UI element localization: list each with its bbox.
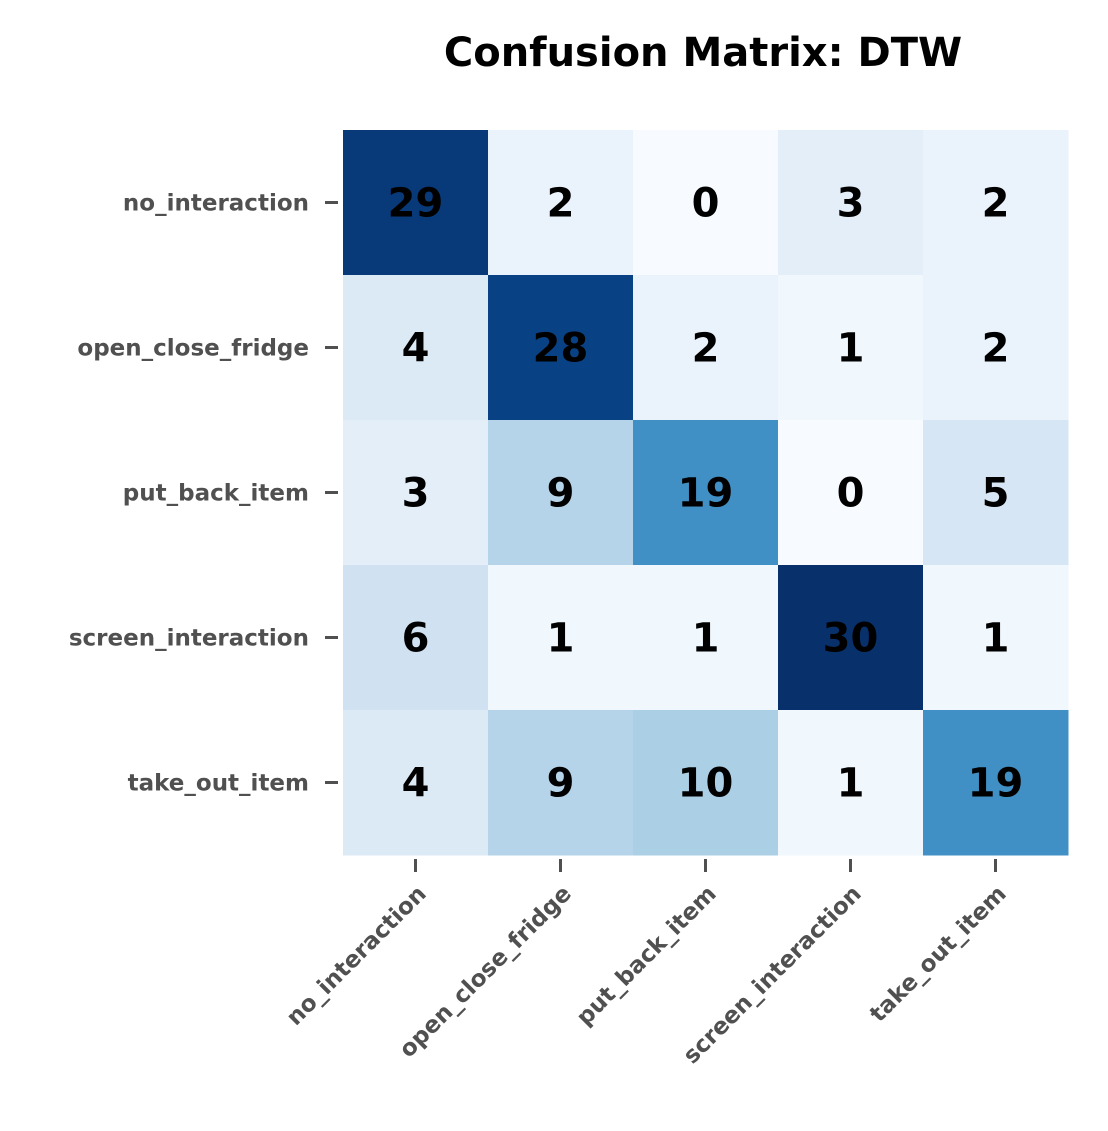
cell-value-label: 9 bbox=[547, 761, 575, 807]
cell-value-label: 6 bbox=[402, 616, 430, 662]
heatmap-cell bbox=[633, 565, 779, 711]
heatmap-cell bbox=[778, 130, 924, 276]
heatmap-cell bbox=[343, 710, 489, 856]
x-tick-label: put_back_item bbox=[572, 881, 722, 1031]
cell-value-label: 30 bbox=[823, 616, 879, 662]
heatmap-cell bbox=[343, 565, 489, 711]
heatmap-cell bbox=[343, 275, 489, 421]
cell-value-label: 3 bbox=[837, 181, 865, 227]
cell-value-label: 3 bbox=[402, 471, 430, 517]
heatmap-cell bbox=[923, 565, 1069, 711]
heatmap-cell bbox=[488, 130, 634, 276]
cell-value-label: 1 bbox=[547, 616, 575, 662]
cell-value-label: 1 bbox=[692, 616, 720, 662]
x-tick-label: no_interaction bbox=[282, 881, 432, 1031]
heatmap-cell bbox=[633, 420, 779, 566]
x-tick-label: take_out_item bbox=[865, 881, 1012, 1028]
y-tick-label: screen_interaction bbox=[69, 626, 309, 652]
heatmap-cell bbox=[488, 275, 634, 421]
heatmap-cell bbox=[633, 275, 779, 421]
chart-title: Confusion Matrix: DTW bbox=[444, 30, 962, 76]
cell-value-label: 1 bbox=[837, 326, 865, 372]
cell-value-label: 2 bbox=[982, 326, 1010, 372]
heatmap-cell bbox=[488, 565, 634, 711]
cell-value-label: 0 bbox=[837, 471, 865, 517]
cell-value-label: 5 bbox=[982, 471, 1010, 517]
cell-value-label: 19 bbox=[968, 761, 1024, 807]
y-tick-label: take_out_item bbox=[128, 771, 309, 797]
cell-value-label: 4 bbox=[402, 326, 430, 372]
y-tick-label: put_back_item bbox=[123, 481, 309, 507]
x-axis: no_interactionopen_close_fridgeput_back_… bbox=[282, 859, 1012, 1069]
heatmap-plot-area: 29 2 0 3 2 4 28 2 1 2 3 9 19 0 5 6 1 1 30 1 4 9 10 1 19 bbox=[343, 130, 1069, 856]
y-axis: no_interaction open_close_fridge put_back_… bbox=[69, 191, 338, 797]
heatmap-cell bbox=[778, 710, 924, 856]
cell-value-label: 1 bbox=[837, 761, 865, 807]
cell-value-label: 9 bbox=[547, 471, 575, 517]
heatmap-cell bbox=[923, 275, 1069, 421]
heatmap-cell bbox=[778, 565, 924, 711]
heatmap-cell bbox=[923, 130, 1069, 276]
cell-value-label: 28 bbox=[533, 326, 589, 372]
heatmap-cell bbox=[923, 420, 1069, 566]
cell-value-label: 1 bbox=[982, 616, 1010, 662]
cell-value-label: 10 bbox=[678, 761, 734, 807]
cell-value-label: 0 bbox=[692, 181, 720, 227]
cell-value-label: 4 bbox=[402, 761, 430, 807]
heatmap-cell bbox=[778, 420, 924, 566]
heatmap-cell bbox=[343, 420, 489, 566]
cell-value-label: 2 bbox=[547, 181, 575, 227]
heatmap-cell bbox=[923, 710, 1069, 856]
cell-value-label: 19 bbox=[678, 471, 734, 517]
heatmap-cell bbox=[343, 130, 489, 276]
cell-value-label: 2 bbox=[692, 326, 720, 372]
y-tick-label: open_close_fridge bbox=[77, 336, 309, 362]
heatmap-cell bbox=[488, 710, 634, 856]
heatmap-cell bbox=[633, 710, 779, 856]
heatmap-cell bbox=[633, 130, 779, 276]
heatmap-cell bbox=[778, 275, 924, 421]
heatmap-cell bbox=[488, 420, 634, 566]
cell-value-label: 2 bbox=[982, 181, 1010, 227]
y-tick-label: no_interaction bbox=[123, 191, 309, 217]
cell-value-label: 29 bbox=[388, 181, 444, 227]
